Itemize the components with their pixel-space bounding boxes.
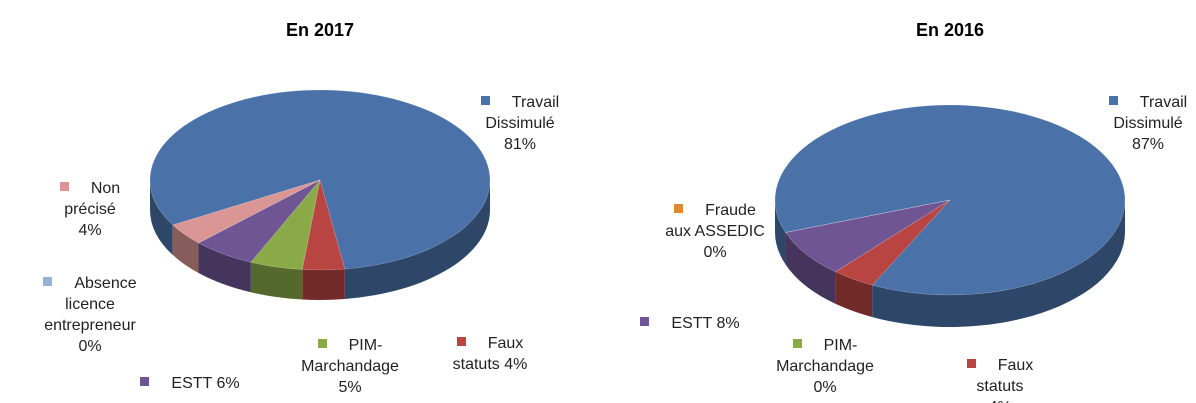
legend-marker (480, 96, 490, 105)
value-label: 0% (703, 244, 727, 261)
chart-title: En 2017 (286, 20, 354, 40)
data-label: Travail Dissimulé 81% (465, 92, 575, 155)
category-name: Faux statuts (452, 335, 524, 373)
category-name: PIM-Marchandage (776, 337, 874, 375)
value-label: 0% (78, 338, 102, 355)
data-label: ESTT 6% (130, 373, 250, 394)
legend-marker (640, 317, 650, 326)
slice-side (150, 180, 173, 255)
category-name: Travail Dissimulé (1113, 94, 1188, 132)
value-label: 4% (945, 397, 1055, 403)
category-name: Non précisé (64, 180, 121, 218)
legend-marker (59, 182, 69, 191)
slice-side (872, 200, 1125, 328)
legend-marker (1108, 96, 1118, 105)
category-name: Fraude aux ASSEDIC (665, 202, 765, 240)
slice (785, 199, 951, 273)
slice-side (835, 271, 873, 318)
category-name: ESTT (171, 375, 213, 392)
legend-marker (43, 277, 53, 286)
data-label: Non précisé 4% (35, 178, 145, 241)
category-name: Travail Dissimulé (485, 94, 560, 132)
value-label: 6% (216, 375, 240, 392)
value-label: 0% (813, 379, 837, 396)
legend-marker (674, 204, 684, 213)
slice (301, 179, 346, 271)
data-label: ESTT 8% (635, 313, 745, 334)
slice-side (344, 180, 491, 300)
slice-side (785, 232, 836, 304)
slice (149, 89, 491, 270)
value-label: 4% (78, 222, 102, 239)
category-name: Absence licence entrepreneur (44, 275, 137, 334)
slice-side (250, 262, 303, 300)
category-name: PIM-Marchandage (301, 337, 399, 375)
category-name: ESTT (671, 315, 713, 332)
slice-side (172, 225, 199, 273)
data-label: Travail Dissimulé 87% (1093, 92, 1196, 155)
data-label: PIM-Marchandage 5% (275, 335, 425, 398)
slice (198, 179, 321, 244)
category-name: Faux statuts (976, 357, 1034, 395)
legend-marker (317, 339, 327, 348)
chart-title: En 2016 (916, 20, 984, 40)
slice (785, 199, 951, 233)
legend-marker (966, 359, 976, 368)
legend-marker (456, 337, 466, 346)
slice (250, 179, 321, 270)
value-label: 4% (504, 356, 528, 373)
legend-marker (140, 377, 150, 386)
slice-side (302, 269, 345, 300)
value-label: 87% (1131, 136, 1165, 153)
slice-side (198, 242, 251, 293)
data-label: Absence licence entrepreneur 0% (25, 273, 155, 357)
slice (834, 199, 951, 286)
value-label: 8% (716, 315, 740, 332)
slice (198, 179, 321, 263)
value-label: 81% (503, 136, 537, 153)
legend-marker (792, 339, 802, 348)
slice-side (775, 200, 786, 265)
data-label: PIM-Marchandage 0% (750, 335, 900, 398)
data-label: Faux statuts 4% (435, 333, 545, 375)
data-label: Faux statuts 4% (945, 355, 1055, 403)
slice (774, 104, 1126, 296)
value-label: 5% (338, 379, 362, 396)
data-label: Fraude aux ASSEDIC 0% (660, 200, 770, 263)
slice (172, 179, 321, 244)
